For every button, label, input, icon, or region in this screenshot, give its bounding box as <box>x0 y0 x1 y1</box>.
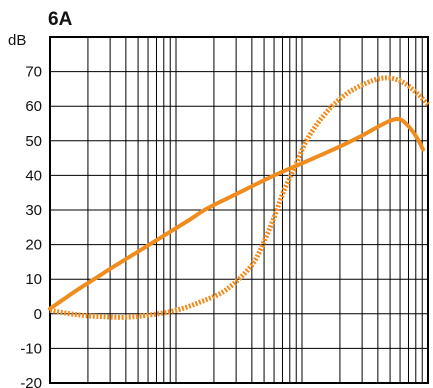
series-line-dotted <box>49 75 430 320</box>
y-tick-label: -10 <box>20 340 42 357</box>
chart-title: 6A <box>48 9 73 30</box>
y-tick-label: 10 <box>25 271 42 288</box>
y-tick-label: -20 <box>20 375 42 388</box>
y-tick-label: 20 <box>25 237 42 254</box>
y-tick-label: 50 <box>25 133 42 150</box>
y-tick-label: 0 <box>34 306 42 323</box>
series-layer <box>48 75 430 320</box>
y-tick-label: 40 <box>25 167 42 184</box>
y-axis-unit: dB <box>8 32 26 49</box>
y-tick-label: 60 <box>25 98 42 115</box>
y-tick-label: 30 <box>25 202 42 219</box>
grid-lines <box>49 37 428 383</box>
plot-frame <box>49 36 429 384</box>
y-tick-labels: 70 60 50 40 30 20 10 0 -10 -20 <box>20 64 42 388</box>
series-line-solid <box>48 116 425 311</box>
y-tick-label: 70 <box>25 64 42 81</box>
